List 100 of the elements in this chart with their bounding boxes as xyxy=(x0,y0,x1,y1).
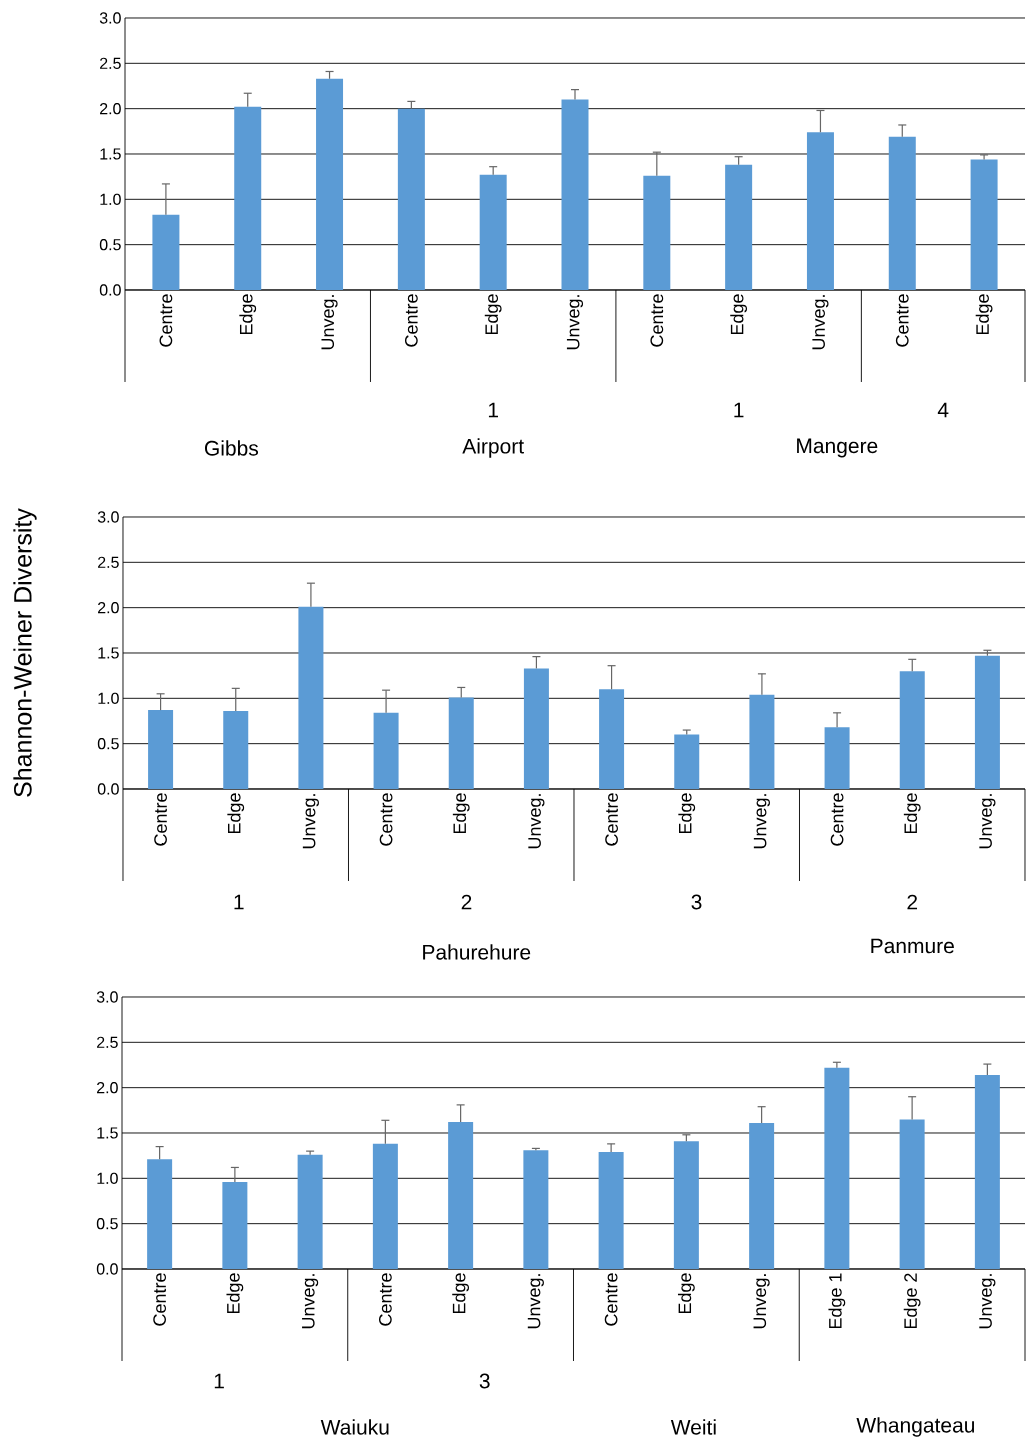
x-tick-label: Edge xyxy=(730,294,748,335)
x-tick-label: Edge xyxy=(239,294,257,335)
text: Pahurehure xyxy=(423,944,531,960)
bar xyxy=(479,174,507,290)
x-tick-label: Edge xyxy=(452,1273,470,1314)
bar xyxy=(974,1074,1000,1269)
bar xyxy=(298,606,324,789)
x-tick-label: Edge xyxy=(452,793,470,834)
x-tick-label: Unveg. xyxy=(979,794,996,849)
text: 2 xyxy=(461,894,472,910)
bar xyxy=(725,164,753,290)
y-tick-label: 3.0 xyxy=(99,12,121,24)
x-tick-label: Centre xyxy=(830,793,844,846)
y-tick-label: 2.5 xyxy=(98,556,119,568)
x-tick-label: Centre xyxy=(604,1273,618,1326)
bar xyxy=(749,694,775,789)
text: 4 xyxy=(937,402,949,418)
text: 3 xyxy=(479,1373,490,1389)
y-tick-label: 1.5 xyxy=(100,148,121,160)
text: Waiuku xyxy=(320,1419,389,1435)
bar xyxy=(643,175,671,290)
text: Whangateau xyxy=(856,1417,975,1437)
y-tick-label: 2.5 xyxy=(100,57,121,69)
text: 1 xyxy=(234,894,244,910)
y-tick-label: 0.5 xyxy=(99,239,121,251)
text: Mangere xyxy=(797,438,878,458)
x-tick-label: Unveg. xyxy=(979,1274,996,1329)
bar xyxy=(674,734,700,789)
x-tick-label: Edge xyxy=(226,1273,244,1314)
bar xyxy=(223,711,249,789)
bar xyxy=(806,132,834,290)
y-tick-label: 0.5 xyxy=(96,1218,118,1230)
x-tick-label: Edge xyxy=(227,793,245,834)
text: Panmure xyxy=(871,938,954,954)
bar xyxy=(824,1067,850,1269)
x-tick-label: Centre xyxy=(404,294,418,347)
bar xyxy=(673,1141,699,1269)
bar xyxy=(448,697,474,789)
x-tick-label: Edge xyxy=(678,793,696,834)
bar xyxy=(970,159,998,290)
text: Weiti xyxy=(670,1419,716,1435)
y-tick-label: 2.0 xyxy=(97,1082,118,1094)
y-tick-label: 1.5 xyxy=(98,647,119,659)
x-tick-label: Unveg. xyxy=(302,794,319,849)
bar xyxy=(523,1150,549,1269)
bar xyxy=(598,1152,624,1269)
x-tick-label: Centre xyxy=(650,294,664,347)
x-tick-label: Unveg. xyxy=(566,295,584,350)
bar xyxy=(824,727,850,789)
x-tick-label: Unveg. xyxy=(527,1274,544,1329)
y-tick-label: 3.0 xyxy=(97,511,119,523)
x-tick-label: Unveg. xyxy=(812,295,829,350)
y-tick-label: 0.0 xyxy=(99,284,121,296)
y-tick-label: 0.0 xyxy=(97,783,119,795)
text: Airport xyxy=(462,438,524,458)
bar xyxy=(899,1119,925,1269)
x-tick-label: Edge 1 xyxy=(828,1273,846,1329)
x-tick-label: Centre xyxy=(379,793,393,846)
bar xyxy=(316,78,344,290)
x-tick-label: Unveg. xyxy=(528,794,545,849)
y-tick-label: 1.0 xyxy=(97,1172,118,1184)
text: 3 xyxy=(691,894,702,910)
x-tick-label: Unveg. xyxy=(753,1274,770,1329)
y-tick-label: 2.5 xyxy=(97,1036,118,1048)
bar xyxy=(148,710,174,789)
x-tick-label: Unveg. xyxy=(321,295,338,350)
x-tick-label: Centre xyxy=(159,294,173,347)
bar xyxy=(523,668,549,789)
x-tick-label: Centre xyxy=(154,793,167,846)
text: 2 xyxy=(907,894,918,910)
bar xyxy=(888,136,916,290)
x-tick-label: Edge xyxy=(677,1273,695,1314)
bar xyxy=(561,99,589,290)
y-tick-label: 0.0 xyxy=(96,1263,118,1275)
y-tick-label: 3.0 xyxy=(96,991,118,1003)
y-tick-label: 1.0 xyxy=(100,193,121,205)
x-tick-label: Unveg. xyxy=(753,794,770,849)
text: 1 xyxy=(488,402,498,418)
x-tick-label: Edge xyxy=(484,294,502,335)
y-tick-label: 1.5 xyxy=(97,1127,118,1139)
bar xyxy=(372,1143,398,1269)
bar xyxy=(448,1122,474,1269)
bar xyxy=(599,689,625,789)
bar xyxy=(152,214,180,290)
x-tick-label: Edge xyxy=(903,793,921,834)
x-tick-label: Centre xyxy=(605,793,618,846)
x-tick-label: Unveg. xyxy=(302,1274,319,1329)
x-tick-label: Centre xyxy=(378,1273,392,1326)
bar xyxy=(373,712,399,789)
bar xyxy=(147,1159,173,1269)
y-tick-label: 1.0 xyxy=(98,692,119,704)
text: 1 xyxy=(734,402,744,418)
y-tick-label: 0.5 xyxy=(97,738,119,750)
bar xyxy=(899,671,925,789)
bar xyxy=(749,1123,775,1269)
text: Gibbs xyxy=(204,440,259,456)
bar xyxy=(222,1181,248,1269)
bar xyxy=(297,1154,323,1269)
bar xyxy=(397,108,425,290)
y-tick-label: 2.0 xyxy=(98,602,119,614)
